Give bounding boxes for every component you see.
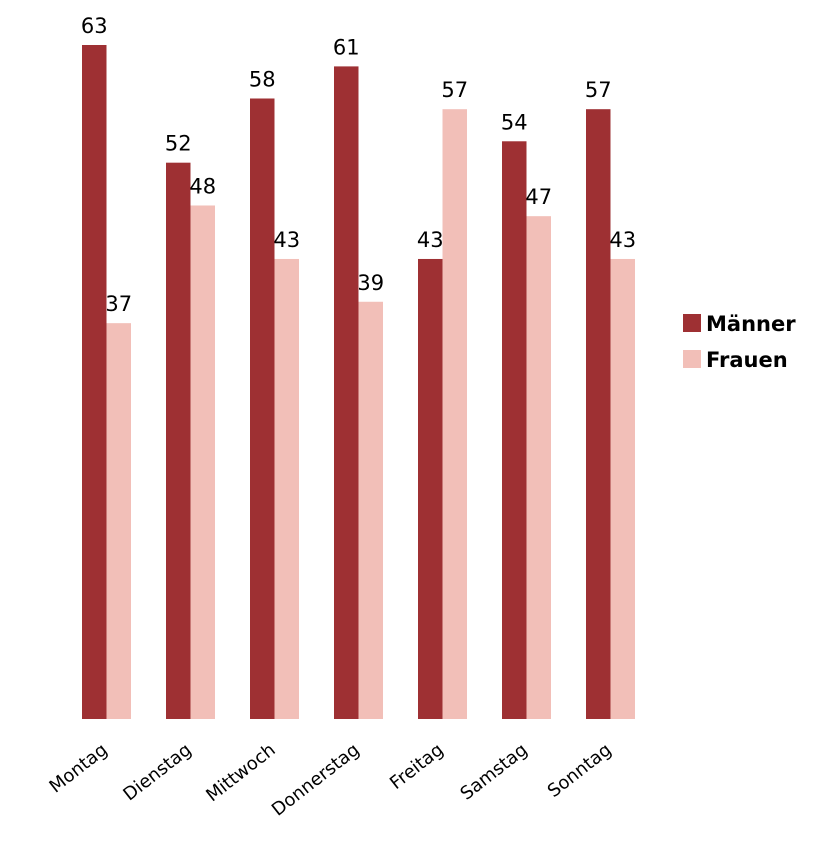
bar-montag-series-1 bbox=[106, 323, 131, 719]
legend-label-series-1: Frauen bbox=[706, 348, 788, 372]
data-label-donnerstag-series-0: 61 bbox=[333, 35, 360, 59]
bar-donnerstag-series-0 bbox=[334, 66, 359, 719]
x-tick-label-sonntag: Sonntag bbox=[544, 739, 616, 802]
x-tick-label-mittwoch: Mittwoch bbox=[202, 739, 279, 806]
x-tick-label-donnerstag: Donnerstag bbox=[268, 739, 364, 820]
data-label-samstag-series-0: 54 bbox=[501, 110, 528, 134]
legend-label-series-0: Männer bbox=[706, 312, 796, 336]
value-labels-group: 63 37 52 48 58 43 61 39 43 57 54 47 57 43 bbox=[81, 14, 636, 316]
legend-swatch-series-0 bbox=[683, 314, 701, 332]
bar-freitag-series-1 bbox=[442, 109, 467, 719]
data-label-donnerstag-series-1: 39 bbox=[357, 271, 384, 295]
data-label-mittwoch-series-1: 43 bbox=[273, 228, 300, 252]
bar-montag-series-0 bbox=[82, 45, 107, 719]
data-label-samstag-series-1: 47 bbox=[525, 185, 552, 209]
x-tick-label-montag: Montag bbox=[45, 739, 111, 797]
data-label-freitag-series-1: 57 bbox=[441, 78, 468, 102]
bar-sonntag-series-1 bbox=[610, 258, 635, 719]
x-tick-label-dienstag: Dienstag bbox=[119, 739, 195, 805]
data-label-freitag-series-0: 43 bbox=[417, 228, 444, 252]
data-label-montag-series-1: 37 bbox=[105, 292, 132, 316]
data-label-mittwoch-series-0: 58 bbox=[249, 67, 276, 91]
bar-donnerstag-series-1 bbox=[358, 301, 383, 719]
bars-group bbox=[82, 45, 635, 720]
bar-mittwoch-series-0 bbox=[250, 98, 275, 719]
legend-swatch-series-1 bbox=[683, 350, 701, 368]
x-tick-label-freitag: Freitag bbox=[386, 739, 448, 793]
bar-samstag-series-1 bbox=[526, 216, 551, 719]
bar-mittwoch-series-1 bbox=[274, 258, 299, 719]
bar-dienstag-series-0 bbox=[166, 162, 191, 719]
data-label-sonntag-series-1: 43 bbox=[609, 228, 636, 252]
data-label-dienstag-series-1: 48 bbox=[189, 174, 216, 198]
bar-dienstag-series-1 bbox=[190, 205, 215, 719]
legend: Männer Frauen bbox=[683, 312, 796, 372]
data-label-dienstag-series-0: 52 bbox=[165, 132, 192, 156]
bar-samstag-series-0 bbox=[502, 141, 527, 720]
x-tick-label-samstag: Samstag bbox=[456, 739, 531, 804]
bar-freitag-series-0 bbox=[418, 258, 443, 719]
data-label-montag-series-0: 63 bbox=[81, 14, 108, 38]
bar-sonntag-series-0 bbox=[586, 109, 611, 719]
data-label-sonntag-series-0: 57 bbox=[585, 78, 612, 102]
